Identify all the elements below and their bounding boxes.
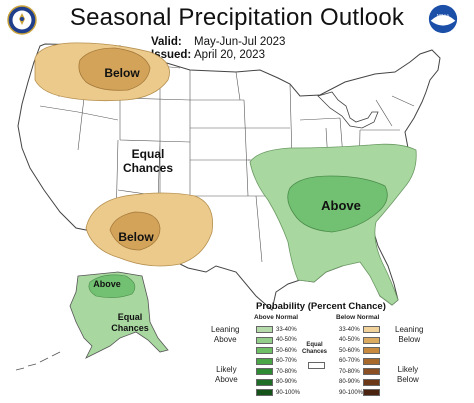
legend-leaning-below: Leaning Below: [395, 325, 423, 345]
legend-likely-below-line2: Below: [397, 375, 419, 384]
legend-above-bin-swatch: [256, 347, 273, 354]
above-region-southeast-mid: [287, 175, 388, 233]
legend-below-bin-label: 60-70%: [339, 358, 360, 364]
legend-below-bin-swatch: [363, 347, 380, 354]
label-alaska-above: Above: [93, 279, 121, 289]
legend-leaning-above-line2: Above: [213, 335, 237, 344]
legend-equal-line2: Chances: [302, 349, 328, 355]
legend-above-bin-label: 50-60%: [276, 347, 297, 354]
label-equal-alaska-line2: Chances: [111, 323, 149, 333]
legend-above-bin-swatch: [256, 368, 273, 375]
legend-below-bin-swatch: [363, 357, 380, 365]
label-southeast-above: Above: [321, 198, 361, 213]
legend-leaning-below-line2: Below: [398, 335, 421, 344]
legend-above-bin-swatch: [256, 326, 273, 333]
legend-below-bin-swatch: [363, 389, 380, 396]
legend-likely-above: Likely Above: [215, 365, 238, 385]
legend-equal-chances: Equal Chances: [302, 342, 327, 356]
noaa-logo-text: NOAA: [437, 13, 450, 18]
legend-below-bin-swatch: [363, 368, 380, 375]
legend-below-bin-label: 50-60%: [339, 347, 360, 354]
noaa-logo-icon: NOAA: [428, 4, 458, 34]
great-lakes: [317, 91, 379, 129]
label-equal-conus-line2: Chances: [123, 161, 173, 175]
legend-above-header: Above Normal: [254, 314, 299, 321]
legend-equal-line1: Equal: [306, 342, 323, 348]
label-equal-alaska-line1: Equal: [118, 312, 143, 322]
valid-label: Valid:: [151, 36, 182, 48]
label-southwest-below: Below: [118, 230, 154, 244]
legend-above-bin-label: 33-40%: [276, 326, 297, 333]
legend-above-bin-label: 90-100%: [276, 389, 301, 396]
legend-below-bin-label: 70-80%: [339, 368, 360, 375]
legend-above-bin-label: 80-90%: [276, 379, 297, 385]
legend-leaning-above-line1: Leaning: [211, 325, 240, 334]
legend-leaning-above: Leaning Above: [211, 325, 239, 345]
legend-above-bin-label: 70-80%: [276, 368, 297, 375]
doc-seal-icon: [7, 5, 37, 35]
legend-above-bin-swatch: [256, 357, 273, 365]
map-title: Seasonal Precipitation Outlook: [69, 4, 405, 31]
legend-below-bin-swatch: [363, 336, 380, 344]
below-region-northwest-mid: [78, 47, 151, 91]
issued-value: April 20, 2023: [194, 49, 265, 61]
legend-above-bin-swatch: [256, 378, 273, 386]
legend-above-bin-label: 60-70%: [276, 358, 297, 364]
legend-likely-above-line2: Above: [215, 375, 238, 384]
alaska-above-mid: [88, 274, 136, 298]
legend-leaning-below-line1: Leaning: [395, 325, 424, 334]
legend-above-bin-swatch: [256, 336, 273, 344]
legend-above-bin-label: 40-50%: [276, 337, 297, 343]
legend-likely-above-line1: Likely: [216, 365, 237, 374]
valid-value: May-Jun-Jul 2023: [194, 36, 286, 48]
legend-equal-swatch: [308, 362, 325, 369]
legend-below-bin-swatch: [363, 326, 380, 333]
label-equal-conus-line1: Equal: [132, 147, 165, 161]
valid-line: Valid: May-Jun-Jul 2023: [151, 36, 285, 48]
legend-title: Probability (Percent Chance): [256, 301, 386, 312]
legend-likely-below: Likely Below: [397, 365, 419, 385]
legend-below-bin-label: 33-40%: [339, 326, 360, 333]
below-region-southwest-mid: [109, 211, 161, 251]
issued-line: Issued: April 20, 2023: [151, 49, 265, 61]
legend-below-header: Below Normal: [336, 314, 380, 321]
legend-above-bin-swatch: [256, 389, 273, 396]
legend-likely-below-line1: Likely: [397, 365, 419, 374]
legend-below-bin-swatch: [363, 378, 380, 386]
label-northwest-below: Below: [104, 66, 140, 80]
legend-below-bin-label: 80-90%: [339, 379, 360, 385]
legend-below-bin-label: 40-50%: [339, 337, 360, 343]
legend-below-bin-label: 90-100%: [339, 389, 364, 396]
alaska-islands: [15, 351, 61, 371]
